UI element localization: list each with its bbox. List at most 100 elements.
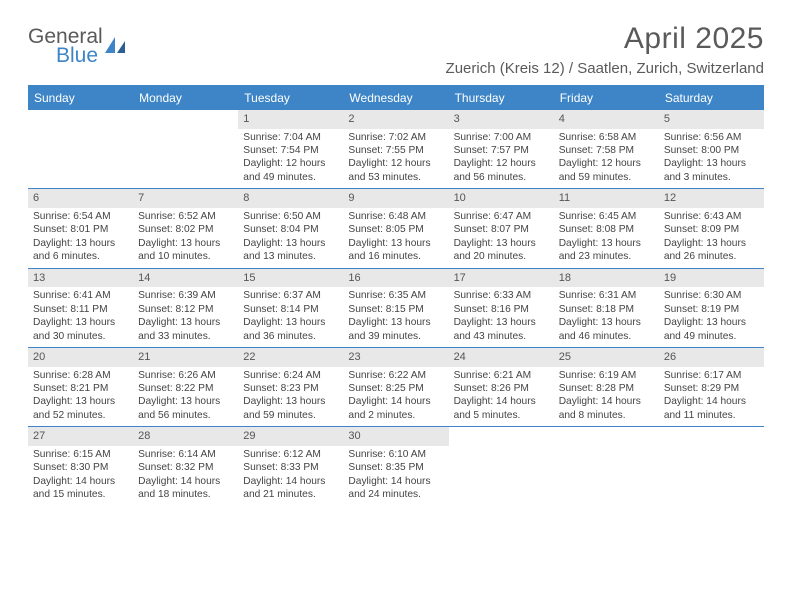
title-block: April 2025 Zuerich (Kreis 12) / Saatlen,…	[446, 22, 764, 77]
daylight-line: and 59 minutes.	[243, 409, 338, 422]
sunset-line: Sunset: 8:35 PM	[348, 461, 443, 474]
sunset-line: Sunset: 8:11 PM	[33, 303, 128, 316]
day-number-bar: 22	[238, 348, 343, 367]
day-number-bar: 14	[133, 269, 238, 288]
day-cell	[28, 110, 133, 188]
sunrise-line: Sunrise: 6:54 AM	[33, 210, 128, 223]
day-number-bar: 13	[28, 269, 133, 288]
day-number: 18	[559, 272, 571, 284]
day-number-bar: 1	[238, 110, 343, 129]
sunset-line: Sunset: 8:19 PM	[664, 303, 759, 316]
sunrise-line: Sunrise: 6:47 AM	[454, 210, 549, 223]
daylight-line: Daylight: 12 hours	[348, 157, 443, 170]
sunrise-line: Sunrise: 6:31 AM	[559, 289, 654, 302]
day-number-bar	[133, 110, 238, 129]
day-cell: 25 Sunrise: 6:19 AMSunset: 8:28 PMDayligh…	[554, 348, 659, 426]
day-body: Sunrise: 6:58 AMSunset: 7:58 PMDaylight:…	[554, 129, 659, 189]
weeks-container: 1Sunrise: 7:04 AMSunset: 7:54 PMDaylight…	[28, 110, 764, 506]
daylight-line: and 46 minutes.	[559, 330, 654, 343]
day-number: 14	[138, 272, 150, 284]
sunrise-line: Sunrise: 6:15 AM	[33, 448, 128, 461]
daylight-line: Daylight: 13 hours	[138, 237, 233, 250]
sunrise-line: Sunrise: 6:19 AM	[559, 369, 654, 382]
day-number: 9	[348, 192, 354, 204]
day-body: Sunrise: 6:19 AMSunset: 8:28 PMDaylight:…	[554, 367, 659, 427]
sunset-line: Sunset: 8:23 PM	[243, 382, 338, 395]
day-cell: 2Sunrise: 7:02 AMSunset: 7:55 PMDaylight…	[343, 110, 448, 188]
sunrise-line: Sunrise: 6:58 AM	[559, 131, 654, 144]
day-number-bar: 9	[343, 189, 448, 208]
daylight-line: Daylight: 13 hours	[454, 316, 549, 329]
day-number: 16	[348, 272, 360, 284]
daylight-line: Daylight: 13 hours	[33, 395, 128, 408]
daylight-line: and 2 minutes.	[348, 409, 443, 422]
day-cell	[449, 427, 554, 505]
day-number: 19	[664, 272, 676, 284]
sunrise-line: Sunrise: 6:52 AM	[138, 210, 233, 223]
sunset-line: Sunset: 8:14 PM	[243, 303, 338, 316]
day-body: Sunrise: 6:28 AMSunset: 8:21 PMDaylight:…	[28, 367, 133, 427]
weekday-header: Saturday	[659, 87, 764, 110]
day-cell: 3Sunrise: 7:00 AMSunset: 7:57 PMDaylight…	[449, 110, 554, 188]
day-number: 5	[664, 113, 670, 125]
day-number-bar: 15	[238, 269, 343, 288]
day-number-bar: 10	[449, 189, 554, 208]
day-body: Sunrise: 7:04 AMSunset: 7:54 PMDaylight:…	[238, 129, 343, 189]
day-number: 23	[348, 351, 360, 363]
sunset-line: Sunset: 8:30 PM	[33, 461, 128, 474]
sunrise-line: Sunrise: 6:24 AM	[243, 369, 338, 382]
weekday-header: Thursday	[449, 87, 554, 110]
day-cell	[554, 427, 659, 505]
day-body: Sunrise: 6:30 AMSunset: 8:19 PMDaylight:…	[659, 287, 764, 347]
day-cell: 18Sunrise: 6:31 AMSunset: 8:18 PMDayligh…	[554, 269, 659, 347]
header: General Blue April 2025 Zuerich (Kreis 1…	[28, 22, 764, 77]
day-number: 13	[33, 272, 45, 284]
day-cell: 28Sunrise: 6:14 AMSunset: 8:32 PMDayligh…	[133, 427, 238, 505]
day-number-bar: 29	[238, 427, 343, 446]
day-cell: 17Sunrise: 6:33 AMSunset: 8:16 PMDayligh…	[449, 269, 554, 347]
day-number: 12	[664, 192, 676, 204]
sunset-line: Sunset: 7:54 PM	[243, 144, 338, 157]
day-cell: 5 Sunrise: 6:56 AMSunset: 8:00 PMDaylight…	[659, 110, 764, 188]
sunset-line: Sunset: 8:07 PM	[454, 223, 549, 236]
weekday-header: Sunday	[28, 87, 133, 110]
daylight-line: and 15 minutes.	[33, 488, 128, 501]
week-row: 13Sunrise: 6:41 AMSunset: 8:11 PMDayligh…	[28, 269, 764, 348]
sunrise-line: Sunrise: 6:12 AM	[243, 448, 338, 461]
day-body: Sunrise: 6:10 AMSunset: 8:35 PMDaylight:…	[343, 446, 448, 506]
daylight-line: Daylight: 12 hours	[243, 157, 338, 170]
daylight-line: Daylight: 13 hours	[243, 237, 338, 250]
sunrise-line: Sunrise: 6:26 AM	[138, 369, 233, 382]
daylight-line: Daylight: 13 hours	[559, 237, 654, 250]
daylight-line: and 52 minutes.	[33, 409, 128, 422]
day-body: Sunrise: 6:14 AMSunset: 8:32 PMDaylight:…	[133, 446, 238, 506]
day-body: Sunrise: 6:52 AMSunset: 8:02 PMDaylight:…	[133, 208, 238, 268]
day-body: Sunrise: 6:56 AMSunset: 8:00 PMDaylight:…	[659, 129, 764, 189]
daylight-line: and 18 minutes.	[138, 488, 233, 501]
daylight-line: and 30 minutes.	[33, 330, 128, 343]
daylight-line: and 23 minutes.	[559, 250, 654, 263]
day-body	[28, 129, 133, 135]
day-number: 11	[559, 192, 570, 204]
daylight-line: Daylight: 13 hours	[664, 157, 759, 170]
sunset-line: Sunset: 8:16 PM	[454, 303, 549, 316]
day-number: 22	[243, 351, 255, 363]
day-body	[133, 129, 238, 135]
month-title: April 2025	[446, 22, 764, 56]
daylight-line: Daylight: 14 hours	[454, 395, 549, 408]
day-number-bar: 4	[554, 110, 659, 129]
day-number-bar: 20	[28, 348, 133, 367]
day-cell	[659, 427, 764, 505]
day-body: Sunrise: 6:54 AMSunset: 8:01 PMDaylight:…	[28, 208, 133, 268]
sunrise-line: Sunrise: 6:56 AM	[664, 131, 759, 144]
day-number-bar: 30	[343, 427, 448, 446]
day-number: 24	[454, 351, 466, 363]
daylight-line: Daylight: 12 hours	[559, 157, 654, 170]
day-body: Sunrise: 6:37 AMSunset: 8:14 PMDaylight:…	[238, 287, 343, 347]
day-number: 25	[559, 351, 571, 363]
daylight-line: Daylight: 14 hours	[243, 475, 338, 488]
day-body: Sunrise: 6:15 AMSunset: 8:30 PMDaylight:…	[28, 446, 133, 506]
daylight-line: and 20 minutes.	[454, 250, 549, 263]
daylight-line: Daylight: 13 hours	[559, 316, 654, 329]
day-number-bar	[449, 427, 554, 446]
